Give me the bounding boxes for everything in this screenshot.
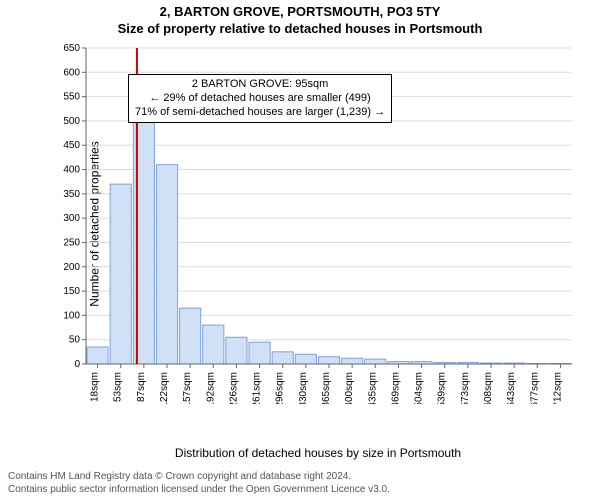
callout-line-1: 2 BARTON GROVE: 95sqm [135, 77, 385, 91]
svg-text:150: 150 [63, 286, 80, 297]
svg-text:608sqm: 608sqm [483, 372, 494, 404]
footer-line-2: Contains public sector information licen… [8, 484, 390, 497]
svg-text:643sqm: 643sqm [506, 372, 517, 404]
chart-container: Number of detached properties 0501001502… [58, 44, 578, 404]
svg-text:539sqm: 539sqm [437, 372, 448, 404]
callout-line-2: ← 29% of detached houses are smaller (49… [135, 91, 385, 105]
footer-attribution: Contains HM Land Registry data © Crown c… [8, 471, 390, 496]
footer-line-1: Contains HM Land Registry data © Crown c… [8, 471, 390, 484]
svg-text:450: 450 [63, 140, 80, 151]
svg-text:650: 650 [63, 44, 80, 54]
svg-text:226sqm: 226sqm [228, 372, 239, 404]
svg-text:300: 300 [63, 213, 80, 224]
svg-text:261sqm: 261sqm [252, 372, 263, 404]
svg-text:504sqm: 504sqm [414, 372, 425, 404]
svg-text:330sqm: 330sqm [298, 372, 309, 404]
svg-text:573sqm: 573sqm [460, 372, 471, 404]
svg-text:296sqm: 296sqm [275, 372, 286, 404]
svg-text:400: 400 [63, 164, 80, 175]
svg-text:200: 200 [63, 262, 80, 273]
svg-text:350: 350 [63, 189, 80, 200]
svg-text:192sqm: 192sqm [205, 372, 216, 404]
svg-text:18sqm: 18sqm [90, 372, 101, 402]
svg-text:500: 500 [63, 116, 80, 127]
svg-text:469sqm: 469sqm [390, 372, 401, 404]
svg-text:712sqm: 712sqm [552, 372, 563, 404]
svg-text:53sqm: 53sqm [113, 372, 124, 402]
svg-text:250: 250 [63, 237, 80, 248]
svg-text:550: 550 [63, 91, 80, 102]
svg-text:400sqm: 400sqm [344, 372, 355, 404]
svg-text:157sqm: 157sqm [182, 372, 193, 404]
svg-text:50: 50 [69, 334, 81, 345]
page-title-address: 2, BARTON GROVE, PORTSMOUTH, PO3 5TY [0, 4, 600, 21]
page-title-subtitle: Size of property relative to detached ho… [0, 21, 600, 38]
svg-text:435sqm: 435sqm [367, 372, 378, 404]
x-axis-label: Distribution of detached houses by size … [58, 446, 578, 460]
svg-text:677sqm: 677sqm [529, 372, 540, 404]
svg-text:600: 600 [63, 67, 80, 78]
property-callout: 2 BARTON GROVE: 95sqm ← 29% of detached … [128, 74, 392, 123]
svg-text:0: 0 [74, 359, 80, 370]
svg-text:100: 100 [63, 310, 80, 321]
svg-text:122sqm: 122sqm [159, 372, 170, 404]
callout-line-3: 71% of semi-detached houses are larger (… [135, 105, 385, 119]
svg-text:365sqm: 365sqm [321, 372, 332, 404]
svg-text:87sqm: 87sqm [136, 372, 147, 402]
